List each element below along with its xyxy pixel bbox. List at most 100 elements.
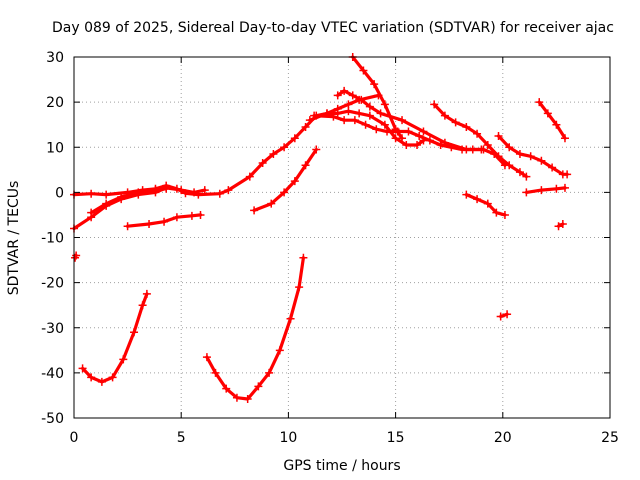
data-point-marker bbox=[563, 170, 572, 179]
data-point-marker bbox=[413, 140, 422, 149]
data-point-marker bbox=[333, 109, 342, 118]
data-point-marker bbox=[515, 150, 524, 159]
data-point-marker bbox=[548, 163, 557, 172]
data-point-marker bbox=[451, 118, 460, 127]
data-point-marker bbox=[500, 210, 509, 219]
y-tick-label: 20 bbox=[46, 95, 64, 111]
data-point-marker bbox=[142, 289, 151, 298]
data-point-marker bbox=[190, 188, 199, 197]
data-point-marker bbox=[117, 192, 126, 201]
y-tick-label: 30 bbox=[46, 50, 64, 66]
data-point-marker bbox=[415, 131, 424, 140]
satellite-arc-arc02 bbox=[72, 186, 207, 231]
data-point-marker bbox=[286, 314, 295, 323]
data-point-marker bbox=[254, 382, 263, 391]
data-point-marker bbox=[505, 143, 514, 152]
chart-title: Day 089 of 2025, Sidereal Day-to-day VTE… bbox=[52, 20, 614, 36]
x-tick-label: 15 bbox=[387, 430, 405, 446]
data-point-marker bbox=[554, 222, 563, 231]
data-point-marker bbox=[419, 127, 428, 136]
data-point-marker bbox=[245, 172, 254, 181]
data-point-marker bbox=[560, 183, 569, 192]
data-point-marker bbox=[462, 190, 471, 199]
data-point-marker bbox=[130, 328, 139, 337]
data-point-marker bbox=[355, 109, 364, 118]
x-axis-ticks: 0 5 10 15 20 25 bbox=[70, 57, 619, 446]
data-point-marker bbox=[102, 199, 111, 208]
data-point-marker bbox=[224, 186, 233, 195]
data-point-marker bbox=[340, 86, 349, 95]
data-point-marker bbox=[526, 152, 535, 161]
data-point-marker bbox=[391, 125, 400, 134]
data-point-marker bbox=[329, 112, 338, 121]
data-point-marker bbox=[376, 109, 385, 118]
data-point-marker bbox=[87, 189, 96, 198]
data-point-marker bbox=[365, 102, 374, 111]
data-point-marker bbox=[134, 188, 143, 197]
data-point-marker bbox=[222, 384, 231, 393]
data-point-marker bbox=[151, 186, 160, 195]
x-tick-label: 25 bbox=[601, 430, 619, 446]
data-point-marker bbox=[473, 129, 482, 138]
y-tick-label: -10 bbox=[41, 231, 64, 247]
satellite-arc-arc12 bbox=[351, 55, 404, 140]
data-point-marker bbox=[359, 66, 368, 75]
data-point-marker bbox=[301, 122, 310, 131]
data-point-marker bbox=[87, 208, 96, 217]
data-point-marker bbox=[177, 186, 186, 195]
data-point-marker bbox=[123, 222, 132, 231]
data-point-marker bbox=[515, 168, 524, 177]
data-point-marker bbox=[492, 208, 501, 217]
data-point-marker bbox=[243, 395, 252, 404]
data-point-marker bbox=[290, 177, 299, 186]
data-point-marker bbox=[522, 188, 531, 197]
data-point-marker bbox=[344, 100, 353, 109]
data-point-marker bbox=[196, 210, 205, 219]
data-point-marker bbox=[232, 393, 241, 402]
satellite-arc-arc13 bbox=[432, 102, 528, 179]
data-point-marker bbox=[250, 206, 259, 215]
data-point-marker bbox=[483, 199, 492, 208]
x-tick-label: 20 bbox=[494, 430, 512, 446]
data-point-marker bbox=[333, 91, 342, 100]
data-point-marker bbox=[430, 100, 439, 109]
x-axis-label: GPS time / hours bbox=[283, 458, 400, 474]
data-point-marker bbox=[440, 138, 449, 147]
data-point-marker bbox=[436, 140, 445, 149]
y-tick-label: 0 bbox=[55, 185, 64, 201]
data-point-marker bbox=[301, 161, 310, 170]
satellite-arc-arc07 bbox=[205, 256, 305, 401]
data-point-marker bbox=[383, 127, 392, 136]
satellite-arc-arc16 bbox=[464, 193, 507, 217]
data-point-marker bbox=[162, 184, 171, 193]
data-point-marker bbox=[187, 211, 196, 220]
data-point-marker bbox=[537, 186, 546, 195]
x-tick-label: 10 bbox=[279, 430, 297, 446]
satellite-arc-arc14 bbox=[496, 134, 569, 176]
data-point-marker bbox=[398, 116, 407, 125]
satellite-arc-arc06 bbox=[81, 292, 149, 384]
data-point-marker bbox=[211, 368, 220, 377]
data-point-marker bbox=[473, 195, 482, 204]
data-point-marker bbox=[535, 98, 544, 107]
satellite-arc-arc17 bbox=[524, 186, 567, 194]
data-point-marker bbox=[102, 190, 111, 199]
y-tick-label: -30 bbox=[41, 321, 64, 337]
data-point-marker bbox=[200, 186, 209, 195]
data-point-marker bbox=[552, 184, 561, 193]
data-point-marker bbox=[503, 310, 512, 319]
data-point-marker bbox=[258, 159, 267, 168]
data-point-marker bbox=[522, 172, 531, 181]
y-tick-label: -20 bbox=[41, 276, 64, 292]
data-point-marker bbox=[265, 368, 274, 377]
data-point-marker bbox=[543, 109, 552, 118]
satellite-arc-arc08 bbox=[252, 147, 318, 212]
data-point-marker bbox=[552, 120, 561, 129]
data-point-marker bbox=[97, 377, 106, 386]
data-point-marker bbox=[310, 111, 319, 120]
data-point-marker bbox=[440, 111, 449, 120]
data-point-marker bbox=[348, 91, 357, 100]
data-point-marker bbox=[172, 213, 181, 222]
x-tick-label: 0 bbox=[70, 430, 79, 446]
